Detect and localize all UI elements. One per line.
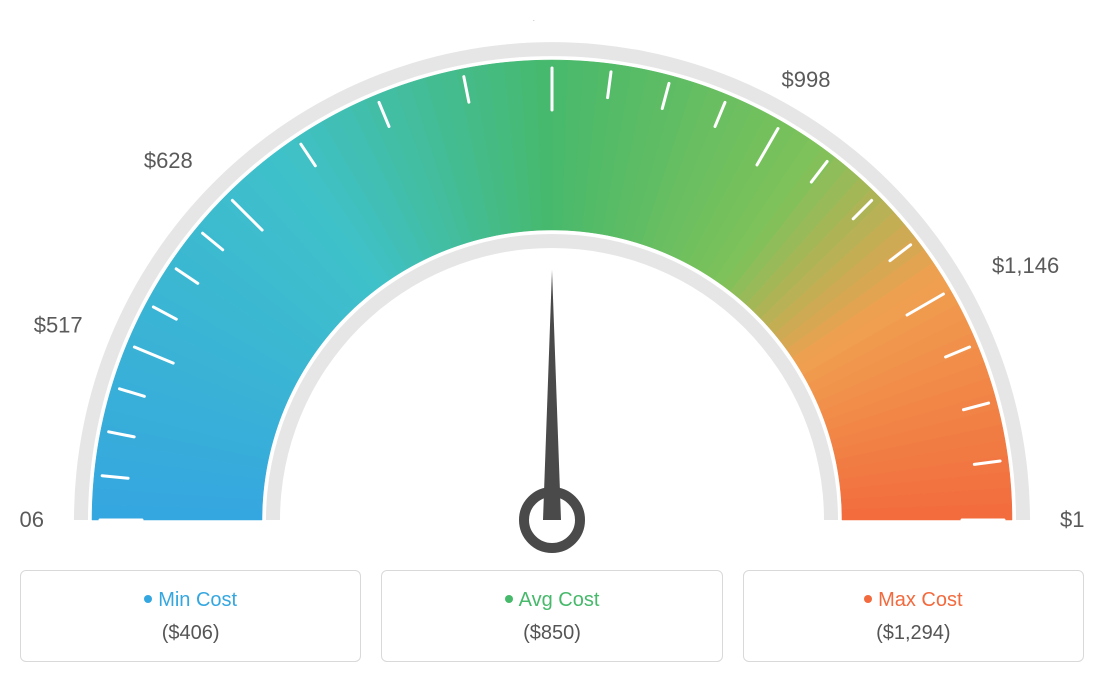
cost-gauge-chart: $406 $517 $628 $850 $998 $1,146 $1,294 Min Cos… [20,20,1084,662]
legend-title-avg: Avg Cost [392,589,711,612]
legend-title-max: Max Cost [754,589,1073,612]
legend-label-avg: Avg Cost [519,589,600,611]
legend-card-avg: Avg Cost ($850) [381,570,722,662]
legend-value-max: ($1,294) [754,622,1073,645]
svg-text:$406: $406 [20,507,44,532]
svg-text:$628: $628 [144,148,193,173]
legend-value-min: ($406) [31,622,350,645]
legend-title-min: Min Cost [31,589,350,612]
dot-icon [505,595,513,603]
gauge-area: $406 $517 $628 $850 $998 $1,146 $1,294 [20,20,1084,560]
legend-value-avg: ($850) [392,622,711,645]
legend-card-max: Max Cost ($1,294) [743,570,1084,662]
dot-icon [864,595,872,603]
dot-icon [144,595,152,603]
svg-text:$1,146: $1,146 [992,253,1059,278]
svg-text:$998: $998 [782,67,831,92]
svg-text:$850: $850 [528,20,577,24]
legend-label-min: Min Cost [158,589,237,611]
legend-label-max: Max Cost [878,589,962,611]
svg-text:$517: $517 [34,313,83,338]
svg-text:$1,294: $1,294 [1060,507,1084,532]
gauge-svg: $406 $517 $628 $850 $998 $1,146 $1,294 [20,20,1084,560]
legend-card-min: Min Cost ($406) [20,570,361,662]
legend-row: Min Cost ($406) Avg Cost ($850) Max Cost… [20,570,1084,662]
